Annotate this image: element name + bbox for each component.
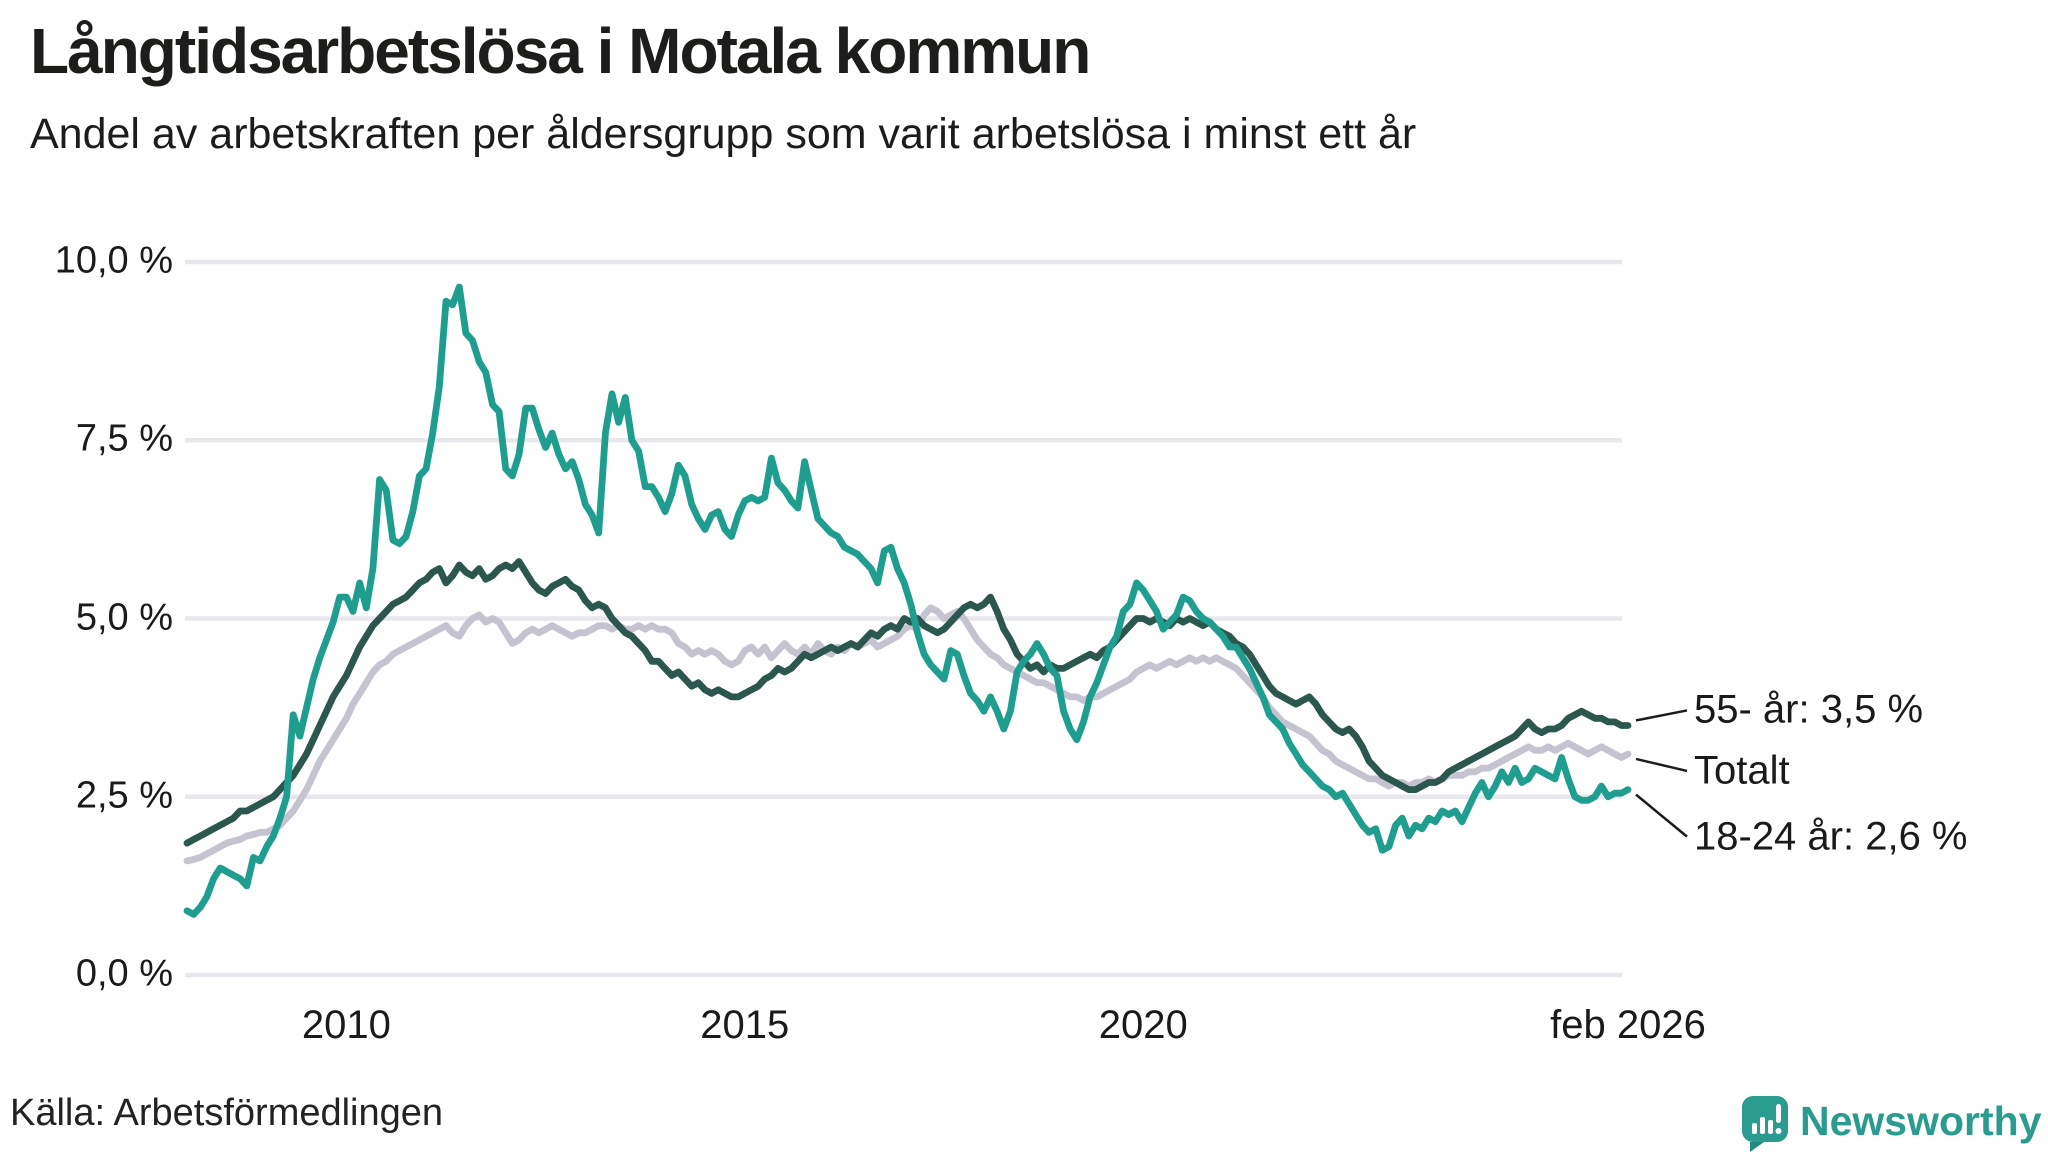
x-axis-tick-label: 2010 <box>301 1003 391 1047</box>
end-label-leader-line <box>1635 793 1688 838</box>
page-title: Långtidsarbetslösa i Motala kommun <box>30 15 1091 87</box>
newsworthy-logo <box>1742 1094 1792 1152</box>
series-end-label-totalt: Totalt <box>1694 748 1790 793</box>
series-end-label-55-ar: 55- år: 3,5 % <box>1694 687 1924 732</box>
x-axis-tick-label: feb 2026 <box>1550 1003 1706 1047</box>
newsworthy-logo-icon <box>1742 1096 1788 1152</box>
series-line-55-r <box>183 558 1632 847</box>
y-axis-tick-label: 0,0 % <box>75 952 173 995</box>
x-axis-tick-label: 2020 <box>1098 1003 1188 1047</box>
y-axis-tick-label: 5,0 % <box>75 596 173 639</box>
end-label-leader-line <box>1635 709 1688 722</box>
newsworthy-wordmark: Newsworthy <box>1800 1098 2042 1144</box>
x-axis-tick-label: 2015 <box>700 1003 790 1047</box>
end-label-leader-line <box>1635 757 1688 773</box>
y-axis-tick-label: 7,5 % <box>75 417 173 460</box>
y-axis-tick-label: 2,5 % <box>75 774 173 817</box>
y-axis-tick-label: 10,0 % <box>54 239 173 282</box>
page-subtitle: Andel av arbetskraften per åldersgrupp s… <box>30 110 1417 158</box>
source-note: Källa: Arbetsförmedlingen <box>10 1092 444 1134</box>
series-line-totalt <box>183 604 1632 865</box>
series-line-18-24-r <box>183 283 1632 918</box>
series-end-label-18-24-ar: 18-24 år: 2,6 % <box>1694 814 1968 859</box>
